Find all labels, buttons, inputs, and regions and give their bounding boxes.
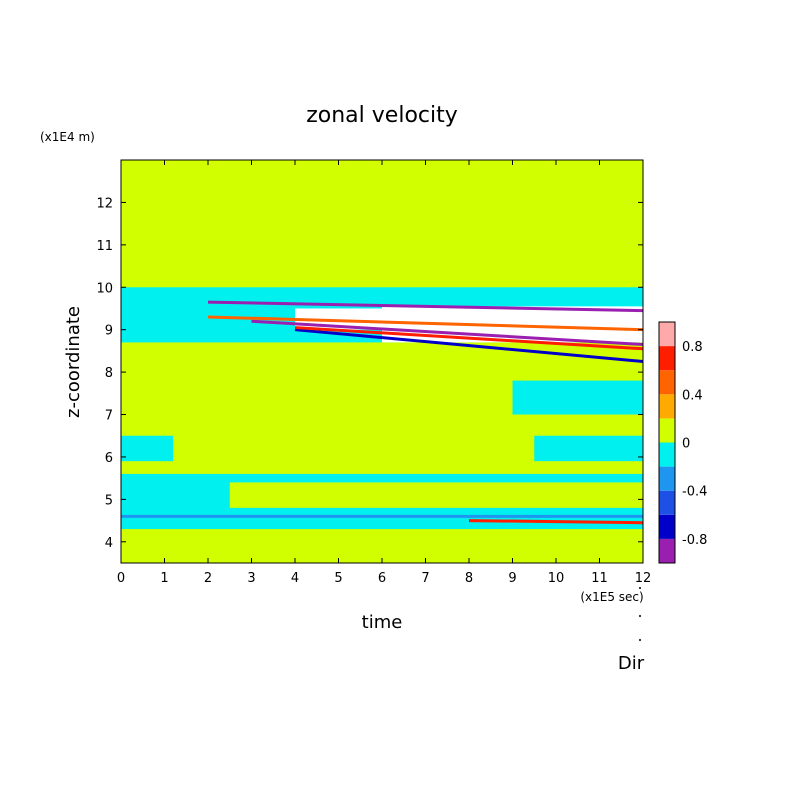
colorbar-swatch (659, 442, 675, 467)
y-tick-label: 4 (105, 536, 113, 551)
colorbar-swatch (659, 466, 675, 491)
y-axis-label: z-coordinate (63, 306, 84, 418)
heatmap-streak (468, 519, 643, 525)
x-tick-label: 5 (334, 571, 342, 586)
colorbar-swatch (659, 322, 675, 347)
heatmap-region (121, 516, 643, 530)
y-tick-label: 12 (96, 196, 113, 211)
y-tick-label: 8 (105, 366, 113, 381)
chart-title: zonal velocity (306, 103, 458, 128)
dir-marker-dot (639, 587, 641, 589)
plot-area (121, 160, 643, 563)
heatmap-streak (294, 328, 643, 363)
x-tick-label: 10 (548, 571, 565, 586)
x-tick-label: 8 (465, 571, 473, 586)
heatmap-region (512, 380, 643, 415)
y-tick-label: 5 (105, 493, 113, 508)
x-axis-label: time (362, 612, 403, 633)
colorbar-tick-label: -0.4 (682, 485, 707, 500)
colorbar-swatch (659, 514, 675, 539)
dir-marker-dot (639, 615, 641, 617)
x-tick-label: 1 (160, 571, 168, 586)
dir-marker-dot (639, 639, 641, 641)
y-unit-label: (x1E4 m) (40, 130, 95, 144)
colorbar-swatch (659, 394, 675, 419)
colorbar: 0.8 0.4 0 -0.4 -0.8 (658, 321, 707, 564)
colorbar-tick-label: 0.8 (682, 340, 703, 355)
dir-marker (639, 587, 641, 641)
y-axis: 4 5 6 7 8 9 10 11 12 (96, 196, 643, 551)
heatmap-streak (207, 300, 643, 313)
colorbar-swatch (659, 370, 675, 395)
colorbar-swatch (659, 538, 675, 563)
y-tick-label: 6 (105, 451, 113, 466)
x-tick-label: 3 (247, 571, 255, 586)
y-tick-label: 10 (96, 281, 113, 296)
x-axis: 0 1 2 3 4 5 6 7 8 9 10 11 12 (117, 160, 651, 586)
x-tick-label: 0 (117, 571, 125, 586)
x-tick-label: 2 (204, 571, 212, 586)
y-tick-label: 11 (96, 239, 113, 254)
colorbar-swatch (659, 490, 675, 515)
heatmap-streak (207, 315, 643, 332)
dir-label: Dir (618, 653, 645, 674)
heatmap-streak (294, 326, 643, 351)
heatmap-region (534, 435, 643, 462)
x-unit-label: (x1E5 sec) (580, 590, 643, 604)
x-tick-label: 4 (291, 571, 299, 586)
x-tick-label: 12 (635, 571, 652, 586)
heatmap-region (229, 482, 643, 508)
colorbar-tick-label: -0.8 (682, 533, 707, 548)
x-tick-label: 6 (378, 571, 386, 586)
x-tick-label: 9 (508, 571, 516, 586)
colorbar-swatch (659, 346, 675, 371)
colorbar-swatch (659, 418, 675, 443)
y-tick-label: 7 (105, 409, 113, 424)
y-tick-label: 9 (105, 324, 113, 339)
heatmap-region (121, 435, 174, 462)
colorbar-tick-label: 0 (682, 437, 690, 452)
heatmap-streak (251, 319, 643, 347)
colorbar-tick-label: 0.4 (682, 388, 703, 403)
colorbar-frame (658, 321, 676, 564)
x-tick-label: 11 (591, 571, 608, 586)
x-tick-label: 7 (421, 571, 429, 586)
